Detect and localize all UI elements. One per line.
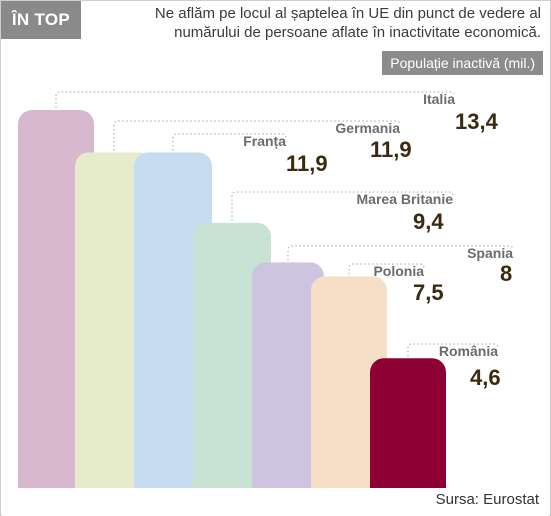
value-polonia: 7,5: [413, 280, 444, 305]
connector-romania: [407, 343, 499, 361]
bar-italia: [18, 110, 94, 516]
bar-germania: [75, 152, 153, 516]
connector-italia: [55, 91, 456, 112]
value-marea-britanie: 9,4: [413, 209, 444, 234]
baseline-cover: [2, 488, 549, 516]
bar-romania: [370, 358, 446, 516]
bar-franta: [134, 152, 212, 516]
bar-polonia: [311, 276, 387, 516]
label-romania: România: [439, 343, 498, 359]
value-romania: 4,6: [470, 365, 501, 390]
label-franta: Franța: [243, 133, 286, 149]
label-italia: Italia: [423, 91, 455, 107]
label-germania: Germania: [335, 120, 400, 136]
chart-subtitle: Ne aflăm pe locul al șaptelea în UE din …: [154, 5, 541, 41]
unit-label: Populație inactivă (mil.): [382, 51, 543, 75]
connector-marea-britanie: [231, 191, 454, 225]
source-note: Sursa: Eurostat: [435, 491, 539, 508]
value-italia: 13,4: [455, 109, 499, 134]
top-badge: ÎN TOP: [1, 1, 81, 39]
label-polonia: Polonia: [373, 263, 424, 279]
value-spania: 8: [500, 261, 512, 286]
bar-spania: [252, 262, 324, 516]
bar-marea-britanie: [193, 222, 271, 516]
value-franta: 11,9: [286, 151, 328, 176]
value-germania: 11,9: [370, 137, 412, 162]
label-spania: Spania: [467, 245, 513, 261]
connector-spania: [287, 245, 514, 265]
label-marea-britanie: Marea Britanie: [357, 191, 454, 207]
connector-polonia: [348, 263, 425, 279]
